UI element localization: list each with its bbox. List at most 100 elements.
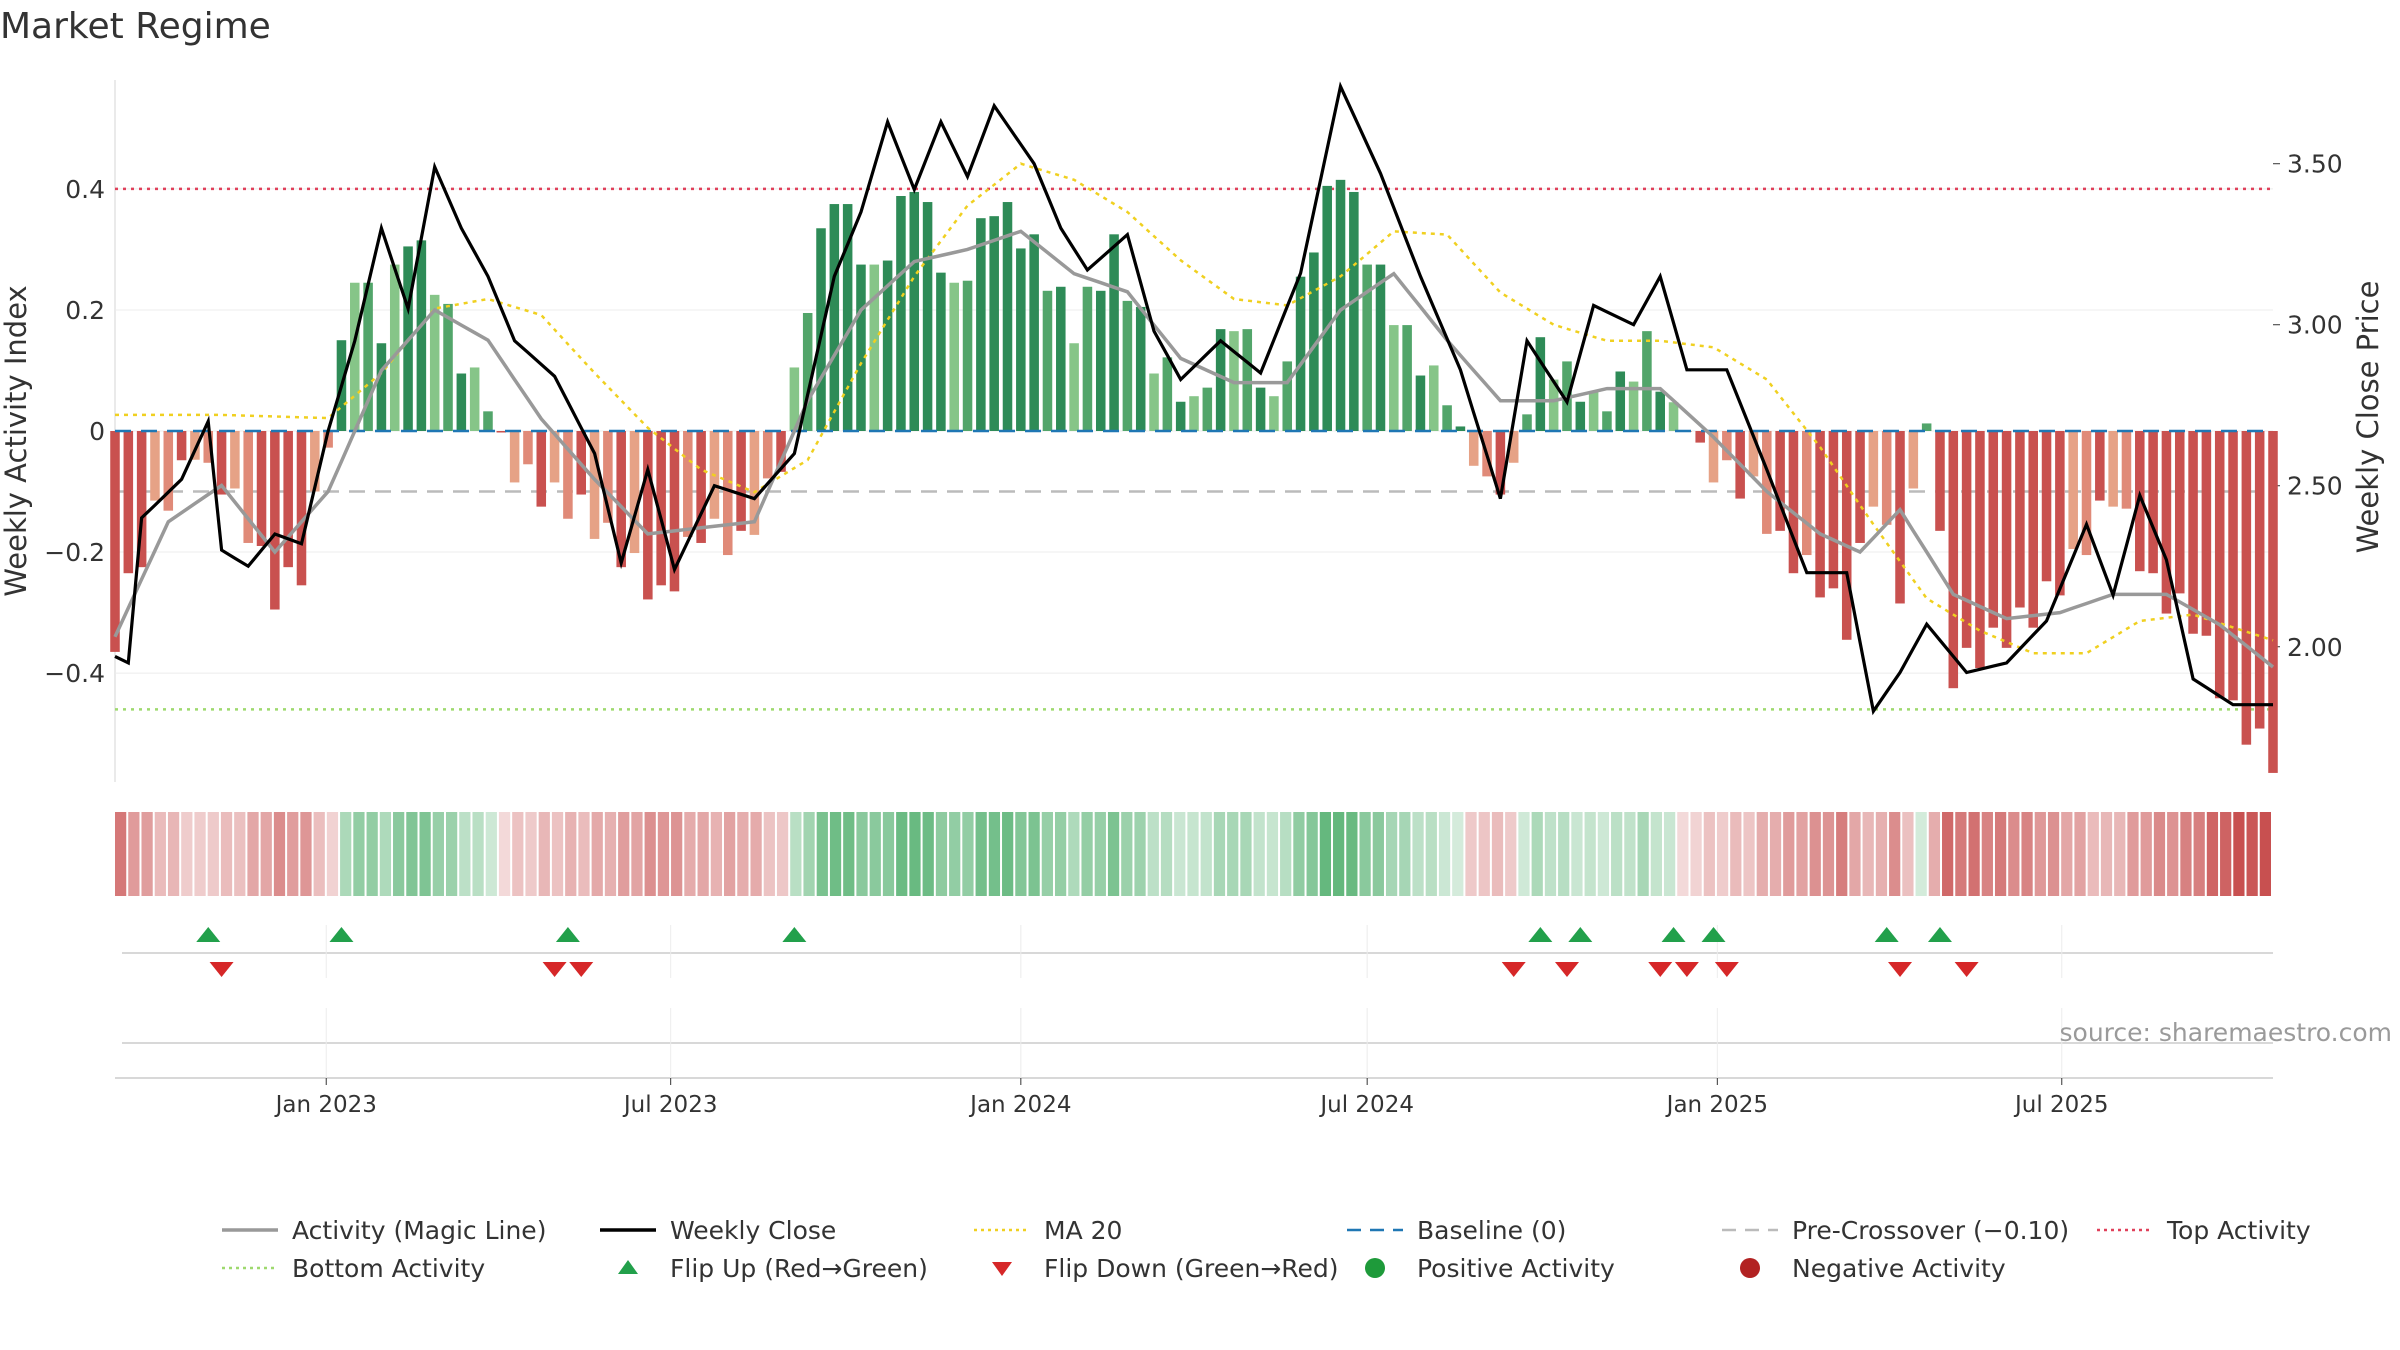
- heat-cell: [1968, 812, 1980, 896]
- heat-cell: [1862, 812, 1874, 896]
- legend-label: Positive Activity: [1417, 1253, 1615, 1283]
- activity-bar: [563, 431, 573, 519]
- activity-bar: [589, 431, 600, 539]
- heat-cell: [2074, 812, 2086, 896]
- activity-bar: [1016, 248, 1026, 431]
- flip-down-marker: [1554, 962, 1579, 977]
- heat-cell: [1505, 812, 1517, 896]
- heat-cell: [2021, 812, 2033, 896]
- activity-bar: [1069, 343, 1079, 431]
- y-tick-label: 0.4: [65, 175, 105, 204]
- heat-cell: [445, 812, 458, 896]
- activity-bar: [842, 204, 853, 431]
- activity-bar: [1322, 185, 1332, 431]
- activity-bar: [629, 431, 640, 554]
- heat-cell: [2206, 812, 2219, 896]
- flip-up-marker: [1661, 927, 1686, 942]
- heat-cell: [856, 812, 868, 896]
- activity-bar: [310, 431, 320, 492]
- activity-bar: [882, 260, 893, 431]
- activity-bar: [429, 294, 440, 431]
- activity-bar: [1282, 361, 1293, 431]
- x-tick-label: Jul 2024: [1318, 1092, 1414, 1118]
- x-tick-label: Jan 2025: [1665, 1092, 1768, 1118]
- activity-bar: [1841, 431, 1852, 640]
- activity-bar: [643, 431, 653, 600]
- activity-bar: [856, 264, 866, 431]
- heat-cell: [829, 812, 842, 896]
- activity-bar: [1975, 431, 1985, 669]
- activity-bar: [136, 431, 147, 568]
- heat-cell: [393, 812, 405, 896]
- y-tick-label: −0.2: [44, 538, 105, 567]
- x-tick-label: Jul 2023: [622, 1092, 718, 1118]
- heat-cell: [485, 812, 497, 896]
- activity-bar: [1575, 401, 1586, 431]
- activity-bar: [1961, 431, 1972, 648]
- heat-cell: [2259, 812, 2271, 896]
- activity-bar: [976, 218, 986, 431]
- activity-bar: [1295, 276, 1306, 431]
- heat-cell: [604, 812, 617, 896]
- activity-bar: [1255, 387, 1266, 431]
- heat-cell: [2100, 812, 2113, 896]
- activity-bar: [1655, 391, 1666, 431]
- activity-bar: [1242, 329, 1253, 431]
- heat-cell: [234, 812, 246, 896]
- heat-cell: [1227, 812, 1239, 896]
- activity-bar: [163, 431, 174, 511]
- activity-bar: [150, 431, 160, 501]
- activity-bar: [1442, 405, 1452, 431]
- heat-cell: [1041, 812, 1053, 896]
- activity-bar: [2161, 431, 2172, 614]
- activity-bar: [2268, 431, 2278, 773]
- heat-cell: [1253, 812, 1265, 896]
- activity-bar: [1615, 371, 1626, 431]
- activity-bar: [243, 431, 253, 543]
- heat-cell: [1571, 812, 1583, 896]
- heat-cell: [472, 812, 484, 896]
- activity-bar: [1095, 290, 1106, 431]
- legend-label: Weekly Close: [670, 1215, 837, 1245]
- heat-cell: [2140, 812, 2152, 896]
- heat-cell: [207, 812, 219, 896]
- heat-cell: [1465, 812, 1477, 896]
- activity-bar: [1269, 396, 1279, 431]
- activity-bar: [776, 431, 786, 472]
- flip-up-marker: [1874, 927, 1899, 942]
- heat-cell: [1875, 812, 1888, 896]
- activity-bar: [2068, 431, 2078, 550]
- activity-bar: [2081, 431, 2092, 556]
- activity-bar: [1508, 431, 1519, 463]
- heat-cell: [1955, 812, 1967, 896]
- flip-up-marker: [1528, 927, 1553, 942]
- heat-cell: [1849, 812, 1861, 896]
- legend-item: Positive Activity: [1345, 1250, 1615, 1286]
- heat-cell: [1716, 812, 1729, 896]
- flip-down-marker: [1674, 962, 1699, 977]
- heat-cell: [1333, 812, 1345, 896]
- heat-cell: [2167, 812, 2179, 896]
- heat-cell: [1531, 812, 1543, 896]
- heat-cell: [763, 812, 775, 896]
- activity-bar: [896, 195, 906, 431]
- legend-triangle-up-icon: [618, 1260, 638, 1274]
- activity-bar: [1788, 431, 1799, 574]
- heat-cell: [657, 812, 670, 896]
- activity-bar: [1935, 431, 1945, 531]
- activity-bar: [1042, 290, 1053, 431]
- activity-bar: [1762, 431, 1772, 534]
- y2-tick-label: 3.00: [2287, 311, 2343, 340]
- activity-bar: [1002, 202, 1013, 431]
- heat-cell: [128, 812, 140, 896]
- activity-bar: [1135, 306, 1146, 431]
- activity-bar: [1029, 234, 1039, 431]
- heat-cell: [432, 812, 444, 896]
- heat-cell: [340, 812, 352, 896]
- legend-item: Baseline (0): [1345, 1212, 1566, 1248]
- activity-bar: [456, 373, 467, 431]
- activity-bar: [762, 431, 773, 479]
- activity-bar: [443, 303, 453, 431]
